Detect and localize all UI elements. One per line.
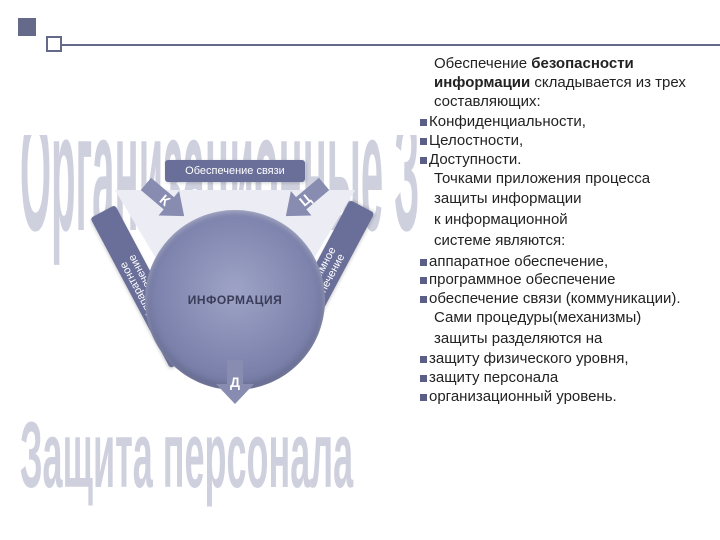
bullet-icon xyxy=(420,296,427,303)
list-item: обеспечение связи (коммуникации). xyxy=(420,290,706,309)
body-text: Обеспечение безопасности информации скла… xyxy=(420,55,720,540)
bullet-icon xyxy=(420,277,427,284)
para2-l4: системе являются: xyxy=(420,232,706,251)
para3-l2: защиты разделяются на xyxy=(420,330,706,349)
para2-l3: к информационной xyxy=(420,211,706,230)
security-triad-diagram: Обеспечение связи Аппаратное обеспечение… xyxy=(85,150,385,450)
para2-l1: Точками приложения процесса xyxy=(420,170,706,189)
marker-square-filled xyxy=(18,18,36,36)
para3-l1: Сами процедуры(механизмы) xyxy=(420,309,706,328)
band-communications: Обеспечение связи xyxy=(165,160,305,182)
list-item: защиту физического уровня, xyxy=(420,350,706,369)
band-top-label: Обеспечение связи xyxy=(185,165,285,177)
bullet-icon xyxy=(420,356,427,363)
bullet-icon xyxy=(420,394,427,401)
list1-item-1: Целостности, xyxy=(429,132,523,151)
list-item: Целостности, xyxy=(420,132,706,151)
list1-item-0: Конфиденциальности, xyxy=(429,113,586,132)
title-rule xyxy=(60,44,720,46)
intro-prefix: Обеспечение xyxy=(434,55,531,72)
list-item: организационный уровень. xyxy=(420,388,706,407)
list3-item-2: организационный уровень. xyxy=(429,388,617,407)
bullet-icon xyxy=(420,259,427,266)
list3-item-1: защиту персонала xyxy=(429,369,558,388)
list-item: защиту персонала xyxy=(420,369,706,388)
bullet-icon xyxy=(420,138,427,145)
center-label: ИНФОРМАЦИЯ xyxy=(188,293,282,307)
bullet-icon xyxy=(420,119,427,126)
bullet-icon xyxy=(420,375,427,382)
list-item: Доступности. xyxy=(420,151,706,170)
list1-item-2: Доступности. xyxy=(429,151,521,170)
list2-item-2: обеспечение связи (коммуникации). xyxy=(429,290,681,309)
list-item: Конфиденциальности, xyxy=(420,113,706,132)
arrow-availability: Д xyxy=(210,360,260,404)
para2-l2: защиты информации xyxy=(420,190,706,209)
slide-title-markers xyxy=(18,18,62,52)
bullet-icon xyxy=(420,157,427,164)
list2-item-1: программное обеспечение xyxy=(429,271,615,290)
arrow-d-label: Д xyxy=(230,374,240,390)
list-item: аппаратное обеспечение, xyxy=(420,253,706,272)
list-item: программное обеспечение xyxy=(420,271,706,290)
list3-item-0: защиту физического уровня, xyxy=(429,350,629,369)
list2-item-0: аппаратное обеспечение, xyxy=(429,253,608,272)
